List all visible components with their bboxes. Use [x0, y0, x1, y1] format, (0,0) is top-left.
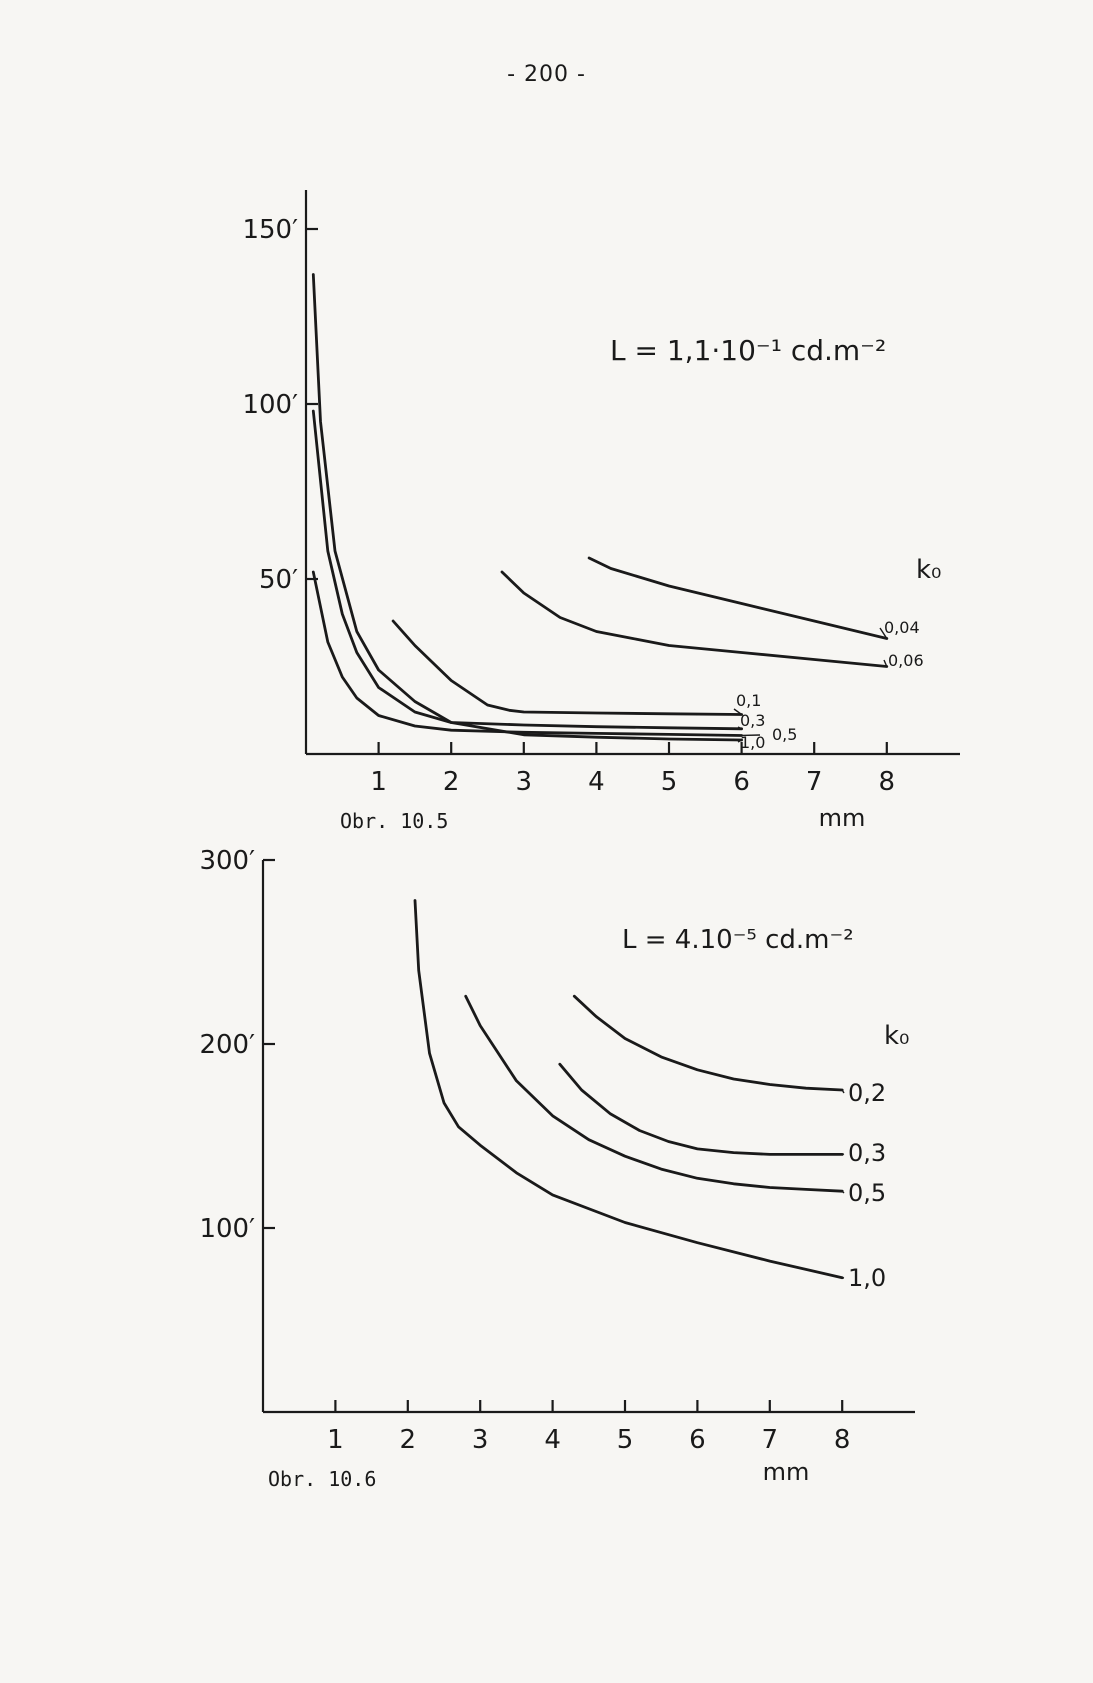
x-tick-label: 2: [400, 1425, 417, 1455]
series-label-leader: [841, 1089, 845, 1094]
series-line-1-0: [311, 273, 743, 742]
x-tick-label: 3: [472, 1425, 489, 1455]
series-label-0-3: 0,3: [740, 711, 765, 730]
series-label-leader: [733, 708, 743, 716]
figure-caption: Obr. 10.5: [340, 809, 448, 833]
x-tick-label: 1: [370, 767, 387, 797]
series-label-leader: [737, 726, 742, 730]
series-label-leader: [879, 627, 888, 639]
x-tick-label: 1: [327, 1425, 344, 1455]
series-label-leader: [883, 659, 888, 667]
x-tick-label: 4: [544, 1425, 561, 1455]
x-axis-label: mm: [819, 804, 866, 832]
series-line-0-2: [572, 994, 844, 1092]
y-tick-label: 100′: [242, 390, 298, 420]
y-tick-label: 50′: [259, 565, 298, 595]
page-number: - 200 -: [507, 62, 586, 87]
x-tick-label: 6: [689, 1425, 706, 1455]
x-tick-label: 5: [661, 767, 678, 797]
x-tick-label: 7: [806, 767, 823, 797]
series-label-leader: [737, 739, 742, 743]
x-tick-label: 5: [617, 1425, 634, 1455]
series-label-0-04: 0,04: [884, 618, 920, 637]
y-tick-label: 200′: [199, 1030, 255, 1060]
series-line-0-5: [311, 570, 743, 737]
x-tick-label: 8: [879, 767, 896, 797]
legend-title: k₀: [916, 555, 941, 585]
x-axis-label: mm: [763, 1458, 810, 1486]
figure-caption: Obr. 10.6: [268, 1467, 376, 1491]
series-label-0-5: 0,5: [772, 725, 797, 744]
series-line-0-5: [464, 994, 844, 1193]
x-tick-label: 8: [834, 1425, 851, 1455]
series-line-0-06: [500, 570, 889, 668]
series-label-0-5: 0,5: [848, 1179, 886, 1207]
series-line-0-3: [311, 409, 743, 731]
legend-title: k₀: [884, 1021, 909, 1051]
x-tick-label: 3: [516, 767, 533, 797]
series-label-1-0: 1,0: [740, 733, 765, 752]
chart-title: L = 1,1·10⁻¹ cd.m⁻²: [610, 334, 886, 367]
chart-title: L = 4.10⁻⁵ cd.m⁻²: [622, 925, 854, 955]
series-label-0-3: 0,3: [848, 1139, 886, 1167]
chart-1: 1 2 3 4 5 6 7 8 50′ 100′ 150′ 0,04 0,06 0,10,3 0,5 1,0 L…: [242, 190, 960, 833]
series-line-0-04: [587, 556, 889, 640]
y-tick-label: 100′: [199, 1214, 255, 1244]
series-line-0-3: [558, 1062, 844, 1156]
series-line-1-0: [413, 899, 844, 1280]
x-tick-label: 7: [762, 1425, 779, 1455]
x-tick-label: 6: [733, 767, 750, 797]
series-label-1-0: 1,0: [848, 1264, 886, 1292]
series-label-leader: [841, 1190, 845, 1194]
chart-2: 1 2 3 4 5 6 7 8 100′ 200′ 300′ 0,2 0,3 0,5 1,0 L = 4.10…: [199, 846, 915, 1491]
series-label-0-1: 0,1: [736, 691, 761, 710]
series-label-0-06: 0,06: [888, 651, 924, 670]
y-tick-label: 150′: [242, 215, 298, 245]
x-tick-label: 4: [588, 767, 605, 797]
x-tick-label: 2: [443, 767, 460, 797]
y-tick-label: 300′: [199, 846, 255, 876]
series-line-0-1: [391, 619, 743, 716]
series-label-0-2: 0,2: [848, 1079, 886, 1107]
